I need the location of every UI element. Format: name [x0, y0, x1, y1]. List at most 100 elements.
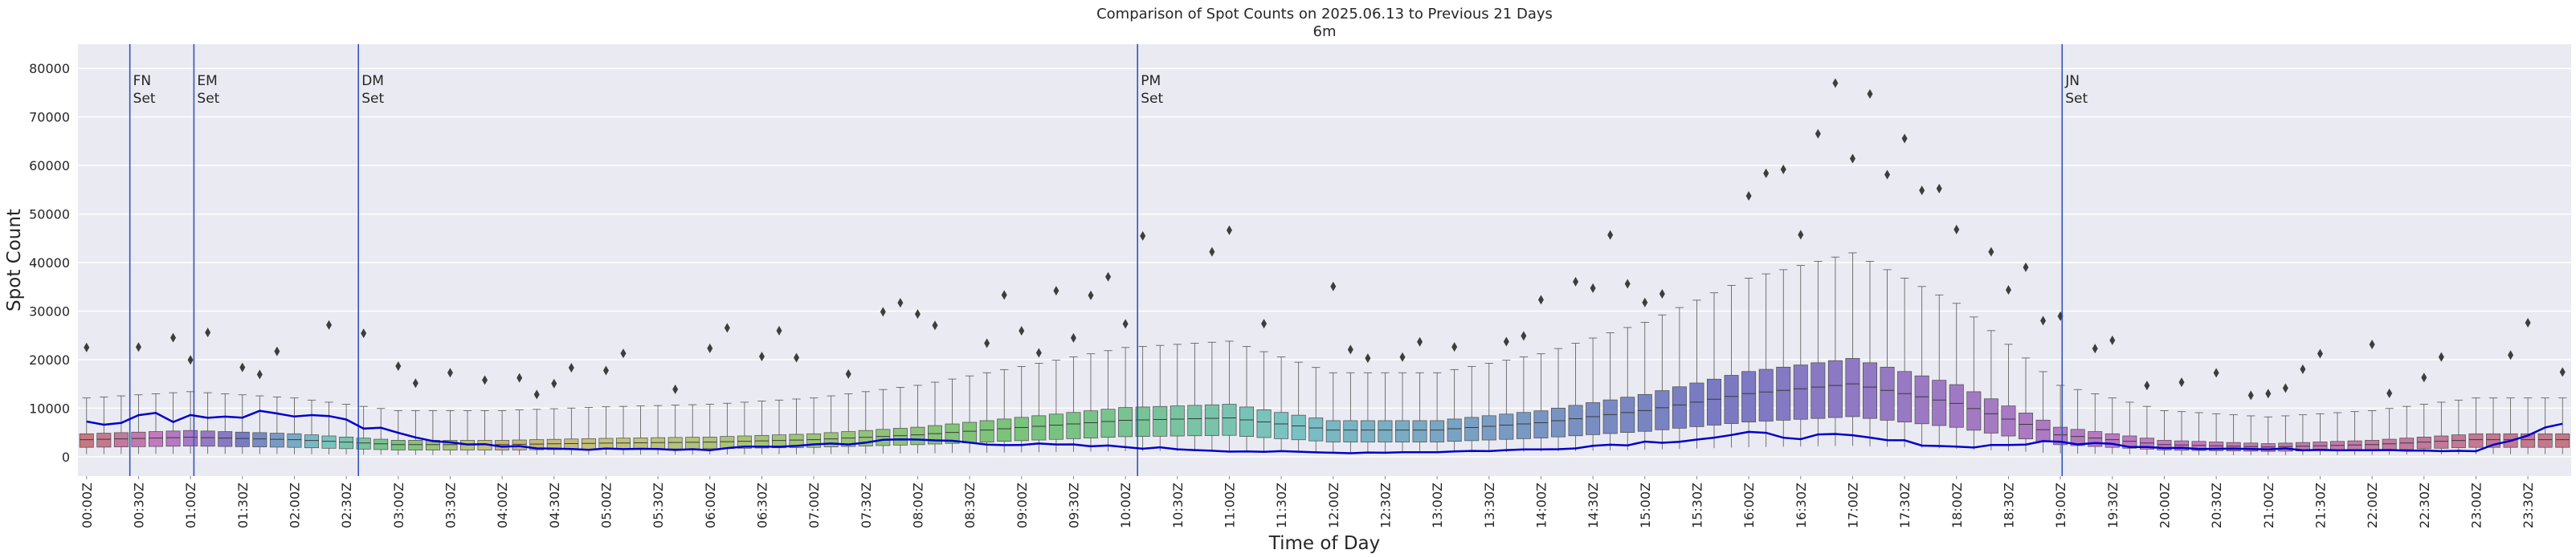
outlier-point: [1867, 88, 1873, 99]
box: [2209, 442, 2224, 451]
box: [1447, 418, 1462, 442]
box: [287, 433, 302, 448]
box: [633, 438, 648, 450]
outlier-point: [2144, 381, 2150, 391]
outlier-point: [1798, 230, 1804, 240]
box: [2260, 443, 2276, 452]
box: [2399, 438, 2415, 450]
box: [131, 431, 146, 447]
outlier-point: [2092, 344, 2098, 354]
box: [165, 430, 181, 447]
outlier-point: [2300, 364, 2306, 374]
event-label: PM: [1141, 73, 1161, 89]
box: [1430, 420, 1445, 442]
outlier-point: [984, 338, 990, 348]
box: [218, 431, 233, 447]
outlier-point: [1503, 336, 1509, 347]
box: [1343, 420, 1358, 442]
outlier-point: [326, 320, 333, 330]
box: [2035, 419, 2051, 442]
outlier-point: [2023, 262, 2029, 272]
y-axis-label: Spot Count: [4, 209, 25, 312]
x-tick-label: 07:30Z: [859, 483, 874, 528]
event-label: Set: [133, 91, 156, 107]
box: [1170, 405, 1185, 437]
event-markers: FN Set EM Set DM Set PM Set JN Set: [129, 44, 2088, 476]
chart-title: Comparison of Spot Counts on 2025.06.13 …: [1096, 6, 1553, 22]
box: [1897, 371, 1913, 422]
box: [997, 418, 1012, 442]
outlier-point: [1919, 185, 1925, 196]
x-tick-label: 21:00Z: [2261, 483, 2276, 528]
x-tick-label: 15:00Z: [1638, 483, 1653, 528]
event-label: EM: [197, 73, 217, 89]
outlier-point: [2525, 317, 2531, 328]
x-tick-label: 11:00Z: [1222, 483, 1237, 528]
outlier-point: [187, 355, 194, 365]
box: [96, 433, 112, 448]
outlier-point: [1642, 297, 1648, 308]
box: [581, 438, 596, 450]
outlier-point: [2386, 388, 2393, 398]
box: [1291, 414, 1306, 441]
y-tick-label: 30000: [29, 303, 70, 319]
y-tick-label: 0: [62, 450, 70, 465]
x-tick-label: 17:00Z: [1845, 483, 1860, 528]
x-tick-label: 08:30Z: [962, 483, 978, 528]
x-tick-label: 16:30Z: [1794, 483, 1809, 528]
x-tick-label: 10:30Z: [1170, 483, 1186, 528]
x-tick-label: 13:30Z: [1482, 483, 1497, 528]
box: [2434, 435, 2449, 449]
outlier-point: [1745, 190, 1752, 201]
box: [2347, 440, 2362, 451]
outlier-point: [880, 307, 886, 317]
x-tick-label: 04:00Z: [495, 483, 510, 528]
box: [979, 420, 994, 442]
x-tick-label: 00:30Z: [131, 483, 146, 528]
outlier-point: [1140, 230, 1146, 241]
outlier-point: [135, 342, 141, 352]
box: [200, 430, 215, 447]
outlier-point: [1088, 290, 1094, 300]
outlier-point: [1607, 230, 1614, 240]
box: [1949, 384, 1964, 428]
box: [2001, 405, 2016, 437]
x-tick-label: 18:30Z: [2001, 483, 2016, 528]
outlier-point: [897, 298, 904, 308]
box: [616, 438, 631, 450]
outlier-point: [239, 362, 246, 373]
outlier-point: [1001, 290, 1007, 300]
outlier-point: [1832, 78, 1839, 88]
box: [235, 431, 250, 447]
box: [339, 436, 354, 450]
event-label: FN: [133, 73, 152, 89]
box: [754, 434, 770, 449]
outlier-point: [170, 332, 177, 343]
box: [2451, 434, 2466, 449]
outlier-point: [2213, 368, 2219, 378]
x-tick-label: 22:30Z: [2417, 483, 2432, 528]
box: [304, 434, 319, 449]
box: [2174, 440, 2189, 451]
box: [1655, 390, 1670, 430]
x-tick-label: 20:00Z: [2157, 483, 2172, 528]
outlier-point: [1070, 332, 1076, 343]
outlier-point: [412, 378, 418, 389]
grid-lines: [78, 67, 2571, 458]
box: [1568, 405, 1583, 437]
box: [1516, 412, 1531, 439]
outlier-point: [1953, 224, 1960, 234]
x-tick-label: 06:30Z: [754, 483, 770, 528]
outlier-point: [551, 378, 557, 389]
outlier-point: [1936, 183, 1942, 193]
outlier-points: [84, 78, 2566, 401]
outlier-point: [2282, 383, 2288, 393]
box: [1187, 405, 1202, 437]
box: [841, 431, 856, 447]
box: [1464, 417, 1480, 442]
box: [2537, 433, 2553, 448]
box: [2416, 436, 2431, 450]
box: [252, 432, 267, 447]
x-tick-label: 07:00Z: [806, 483, 822, 528]
x-tick-label: 10:00Z: [1118, 483, 1133, 528]
